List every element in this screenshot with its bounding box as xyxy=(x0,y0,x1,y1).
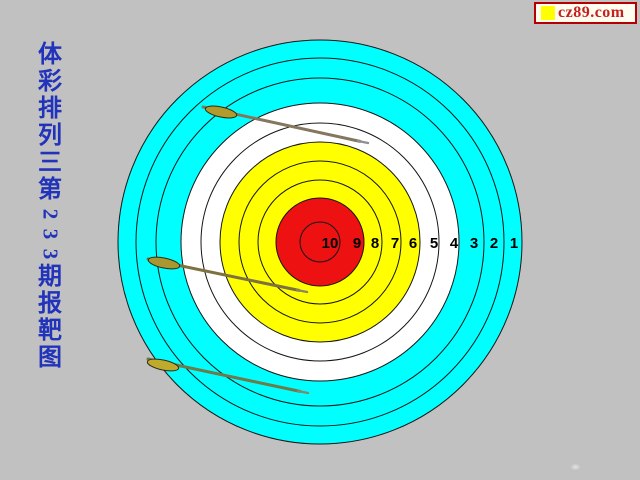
logo-yellow-square-icon xyxy=(541,6,555,20)
title-char: 三 xyxy=(38,150,62,176)
target-ring xyxy=(299,221,341,263)
ring-number: 8 xyxy=(371,235,379,252)
title-char: 报 xyxy=(38,291,62,317)
target-ring xyxy=(135,57,505,427)
title-char: 靶 xyxy=(38,318,62,344)
target-ring xyxy=(238,160,402,324)
title-char: 期 xyxy=(38,264,62,290)
arrow-bottom-point xyxy=(296,389,310,395)
ring-number: 5 xyxy=(430,235,438,252)
ring-number: 10 xyxy=(322,235,339,252)
arrow-middle-fletching xyxy=(147,256,181,270)
title-char: 体 xyxy=(38,42,62,68)
arrow-top-fletching xyxy=(204,105,238,119)
arrow-middle-point xyxy=(295,288,309,294)
target-ring xyxy=(257,179,383,305)
title-char: 排 xyxy=(38,96,62,122)
title-char: 彩 xyxy=(38,69,62,95)
arrow-top-point xyxy=(356,139,370,145)
title-char: 列 xyxy=(38,123,62,149)
ring-number: 7 xyxy=(391,235,399,252)
ring-number: 9 xyxy=(353,235,361,252)
arrow-bottom-fletching xyxy=(146,358,180,372)
ring-number: 3 xyxy=(470,235,478,252)
cz89-logo: cz89.com xyxy=(534,2,637,24)
target-ring xyxy=(275,197,365,287)
title-char: 第 xyxy=(38,177,62,203)
target-ring xyxy=(200,122,440,362)
title-char: 图 xyxy=(38,345,62,371)
background-speck xyxy=(571,464,580,470)
target-ring xyxy=(155,77,485,407)
ring-number: 6 xyxy=(409,235,417,252)
ring-number: 1 xyxy=(510,235,518,252)
ring-number: 4 xyxy=(450,235,459,252)
ring-number: 2 xyxy=(490,235,498,252)
logo-text: cz89.com xyxy=(558,4,625,21)
